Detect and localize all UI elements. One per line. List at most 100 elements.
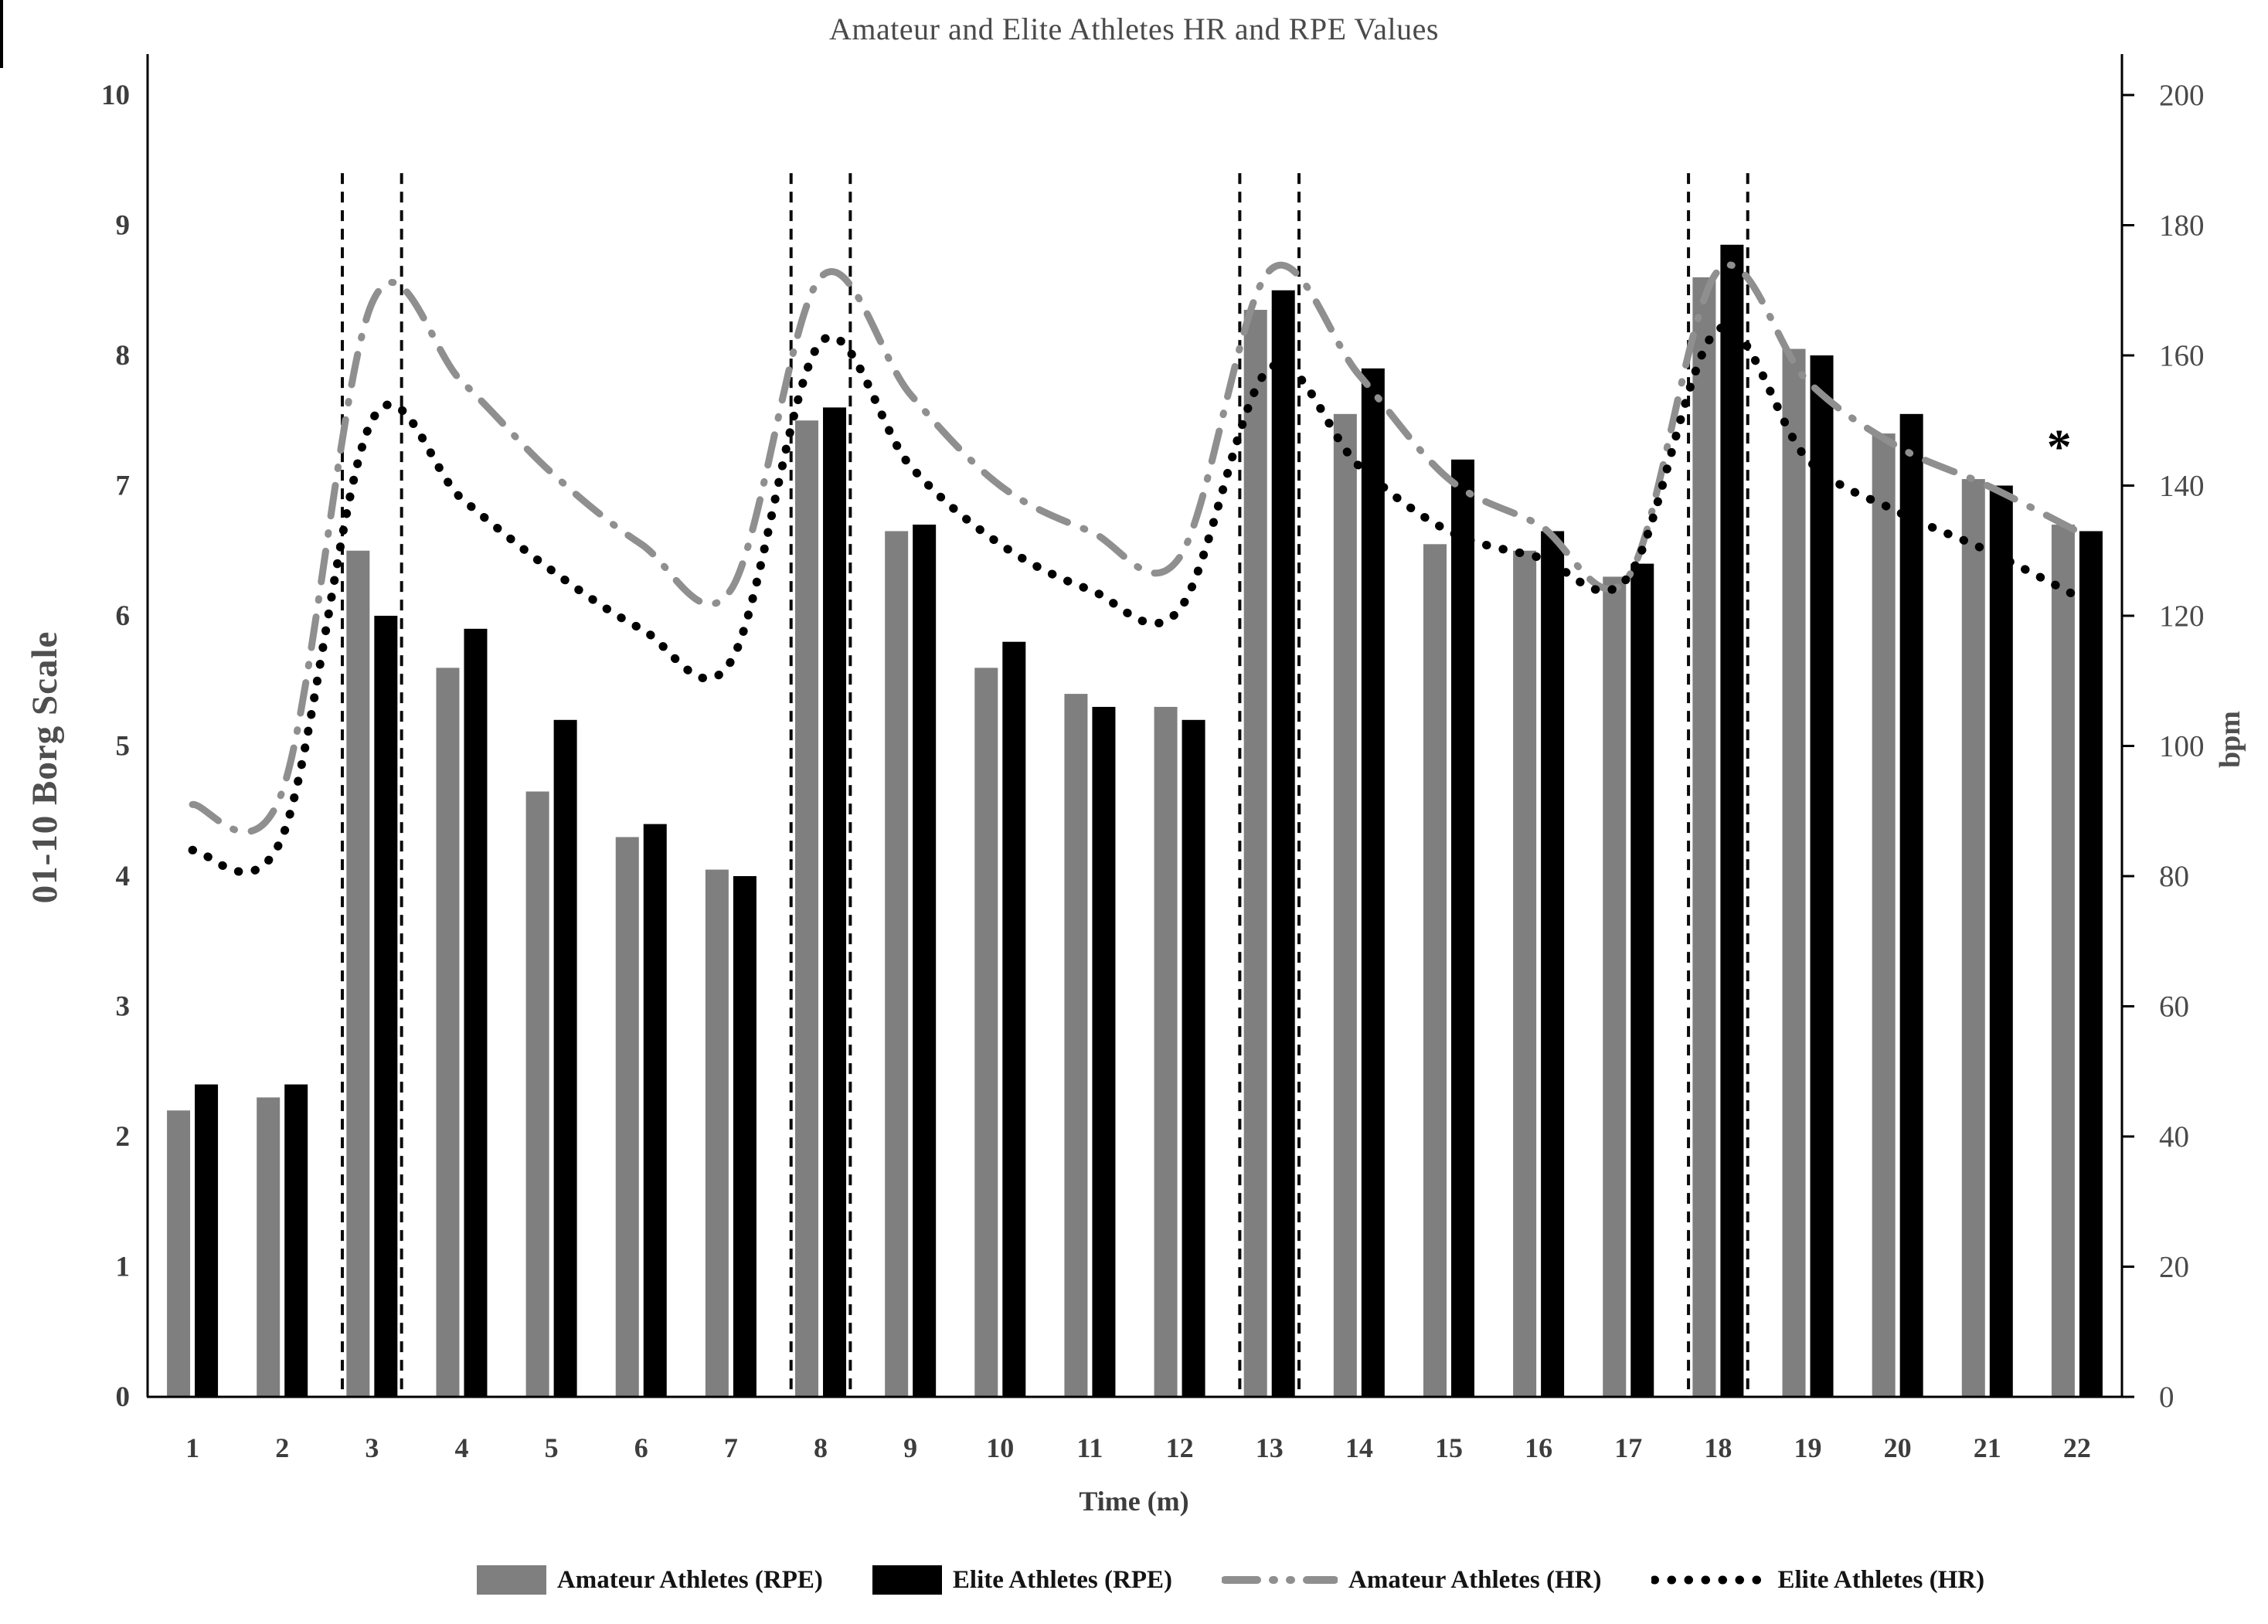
elite-rpe-bar [1361,368,1385,1398]
amateur-rpe-bar [615,837,639,1397]
amateur-rpe-bar [1423,544,1447,1398]
elite-rpe-bar [1182,719,1205,1397]
x-axis-tick-label: 21 [1974,1432,2001,1463]
legend-item: Amateur Athletes (RPE) [476,1565,823,1595]
elite-rpe-bar [1810,355,1834,1397]
left-axis-tick-label: 4 [116,861,131,892]
left-axis-tick-label: 2 [116,1121,131,1153]
x-axis-tick-label: 7 [724,1432,738,1463]
left-axis-tick-label: 9 [116,210,131,242]
left-axis-tick-label: 7 [116,471,131,502]
x-axis-tick-label: 14 [1345,1432,1373,1463]
x-axis-tick-label: 20 [1884,1432,1912,1463]
left-axis-tick-label: 6 [116,600,131,632]
elite-rpe-bar [1450,459,1474,1397]
elite-rpe-bar [643,824,667,1397]
amateur-rpe-bar [1243,310,1267,1397]
amateur-rpe-bar [795,420,819,1397]
elite-rpe-bar [823,407,847,1397]
right-axis-tick-label: 20 [2159,1251,2189,1284]
elite-rpe-bar [1002,641,1026,1397]
x-axis-tick-label: 22 [2063,1432,2091,1463]
significance-asterisk: * [2047,420,2072,474]
right-axis-tick-label: 60 [2159,990,2189,1024]
legend-label: Amateur Athletes (RPE) [556,1565,823,1594]
elite-rpe-bar [1720,244,1744,1397]
elite-rpe-bar [733,876,757,1397]
legend-label: Amateur Athletes (HR) [1348,1565,1602,1594]
amateur-rpe-swatch [476,1565,546,1595]
elite-rpe-bar [1541,531,1565,1397]
amateur-hr-line [189,261,2081,836]
amateur-rpe-bar [1692,277,1716,1397]
elite-rpe-bar [913,525,937,1397]
x-axis-tick-label: 17 [1614,1432,1642,1463]
right-axis-tick-label: 140 [2159,470,2205,503]
amateur-rpe-bar [705,869,729,1397]
amateur-rpe-bar [1603,576,1627,1398]
right-axis-tick-label: 100 [2159,730,2205,763]
x-axis-tick-label: 12 [1166,1432,1194,1463]
amateur-rpe-bar [2051,525,2075,1397]
left-axis-tick-label: 5 [116,731,131,763]
left-axis-tick-label: 10 [101,80,130,111]
x-axis-tick-label: 16 [1525,1432,1552,1463]
x-axis-tick-label: 4 [454,1432,468,1463]
right-axis-tick-label: 160 [2159,339,2205,372]
elite-rpe-bar [1092,706,1116,1397]
elite-rpe-bar [195,1084,219,1397]
legend-label: Elite Athletes (RPE) [952,1565,1172,1594]
x-axis-title: Time (m) [1079,1486,1189,1517]
elite-rpe-bar [464,628,488,1397]
amateur-rpe-bar [1154,706,1178,1397]
elite-hr-line-swatch [1651,1575,1767,1585]
legend-item: Elite Athletes (HR) [1651,1565,1985,1595]
x-axis-tick-label: 18 [1704,1432,1732,1463]
legend-label: Elite Athletes (HR) [1777,1565,1985,1594]
amateur-rpe-bar [525,791,549,1397]
x-axis-tick-label: 9 [903,1432,917,1463]
amateur-rpe-bar [436,668,460,1397]
amateur-rpe-bar [1333,413,1357,1398]
x-axis-tick-label: 15 [1435,1432,1463,1463]
elite-rpe-bar [1899,413,1923,1398]
legend-item: Elite Athletes (RPE) [872,1565,1172,1595]
x-axis-tick-label: 2 [275,1432,289,1463]
amateur-hr-line-swatch [1222,1576,1338,1584]
elite-rpe-bar [2079,531,2103,1397]
chart-plot-area: 0123456789100204060801001201401601802001… [101,54,2205,1463]
chart-legend: Amateur Athletes (RPE) Elite Athletes (RP… [0,1565,2268,1595]
right-axis-tick-label: 120 [2159,600,2205,633]
x-axis-tick-label: 11 [1076,1432,1103,1463]
elite-rpe-bar [1271,290,1295,1397]
amateur-rpe-bar [257,1097,281,1397]
amateur-rpe-bar [1513,550,1537,1397]
right-axis-tick-label: 180 [2159,209,2205,243]
elite-rpe-bar [1989,485,2013,1397]
x-axis-tick-label: 1 [185,1432,199,1463]
right-axis-tick-label: 40 [2159,1120,2189,1153]
legend-item: Amateur Athletes (HR) [1222,1566,1602,1595]
left-edge-mark [0,0,3,68]
amateur-rpe-bar [346,550,370,1397]
left-axis-tick-label: 3 [116,991,131,1023]
elite-rpe-bar [553,719,577,1397]
elite-rpe-bar [1630,563,1654,1397]
amateur-rpe-bar [974,668,998,1397]
amateur-rpe-bar [1782,348,1806,1398]
elite-rpe-bar [284,1084,308,1397]
amateur-rpe-bar [1872,433,1896,1397]
elite-hr-line [188,323,2082,877]
amateur-rpe-bar [167,1110,191,1397]
left-axis-tick-label: 8 [116,340,131,372]
left-axis-tick-label: 0 [116,1381,131,1413]
right-axis-tick-label: 80 [2159,860,2189,893]
x-axis-tick-label: 8 [814,1432,828,1463]
amateur-rpe-bar [885,531,909,1397]
elite-rpe-bar [374,616,398,1397]
amateur-rpe-bar [1961,479,1985,1398]
elite-rpe-swatch [872,1565,942,1595]
left-axis-tick-label: 1 [116,1252,131,1283]
x-axis-tick-label: 5 [545,1432,559,1463]
x-axis-tick-label: 3 [365,1432,379,1463]
